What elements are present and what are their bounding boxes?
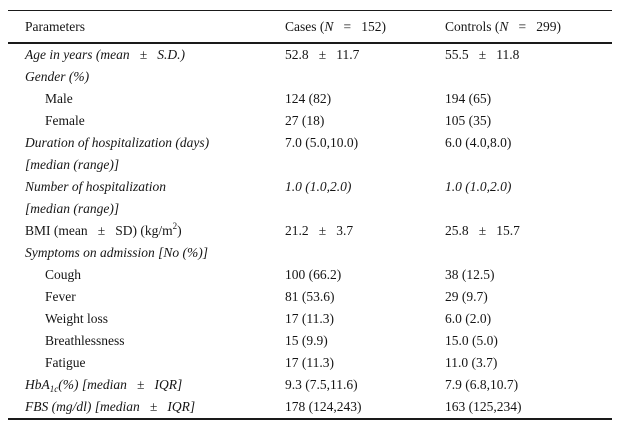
- bmi-label-pre: BMI (mean ± SD) (kg/m: [25, 223, 173, 238]
- cases-value: 81 (53.6): [285, 289, 335, 304]
- table-row-fbs: FBS (mg/dl) [median ± IQR] 178 (124,243)…: [8, 396, 612, 419]
- table-row-weight-loss: Weight loss 17 (11.3) 6.0 (2.0): [8, 308, 612, 330]
- controls-value: 15.0 (5.0): [445, 333, 498, 348]
- row-label: HbA1c(%) [median ± IQR]: [8, 374, 285, 396]
- row-label: Fatigue: [45, 355, 86, 370]
- controls-value: 7.9 (6.8,10.7): [445, 377, 519, 392]
- row-label: BMI (mean ± SD) (kg/m2): [8, 220, 285, 242]
- cases-value: 52.8 ± 11.7: [285, 47, 360, 62]
- table-row-symptoms: Symptoms on admission [No (%)]: [8, 242, 612, 264]
- controls-value: [445, 66, 612, 88]
- controls-value: 25.8 ± 15.7: [445, 223, 520, 238]
- parameters-table: Parameters Cases (N = 152) Controls (N =…: [8, 10, 612, 420]
- col-header-parameters-label: Parameters: [25, 19, 85, 34]
- controls-header-n: N: [499, 19, 509, 34]
- row-label: Gender (%): [25, 69, 90, 84]
- row-label: Symptoms on admission [No (%)]: [25, 245, 209, 260]
- cases-value: 178 (124,243): [285, 399, 362, 414]
- controls-value: 38 (12.5): [445, 267, 495, 282]
- row-label: Number of hospitalization [median (range)…: [8, 176, 285, 220]
- bmi-label-post: ): [177, 223, 182, 238]
- hba1c-label-pre: HbA: [25, 377, 50, 392]
- col-header-controls: Controls (N = 299): [445, 11, 612, 44]
- table-row-fatigue: Fatigue 17 (11.3) 11.0 (3.7): [8, 352, 612, 374]
- controls-value: 163 (125,234): [445, 399, 522, 414]
- controls-value: 6.0 (4.0,8.0): [445, 135, 512, 150]
- row-label-line2: [median (range)]: [25, 201, 120, 216]
- row-label: Duration of hospitalization (days) [media…: [8, 132, 285, 176]
- cases-value: 100 (66.2): [285, 267, 342, 282]
- table-row-female: Female 27 (18) 105 (35): [8, 110, 612, 132]
- table-row-bmi: BMI (mean ± SD) (kg/m2) 21.2 ± 3.7 25.8 …: [8, 220, 612, 242]
- controls-value: 55.5 ± 11.8: [445, 47, 520, 62]
- cases-value: 17 (11.3): [285, 355, 334, 370]
- controls-value: 194 (65): [445, 91, 492, 106]
- hba1c-label-subscript: 1c: [49, 384, 59, 394]
- table-row-gender: Gender (%): [8, 66, 612, 88]
- cases-header-pre: Cases (: [285, 19, 325, 34]
- cases-value: 15 (9.9): [285, 333, 328, 348]
- cases-value: 27 (18): [285, 113, 325, 128]
- row-label: Age in years (mean ± S.D.): [25, 47, 185, 62]
- row-label: Breathlessness: [45, 333, 125, 348]
- table-row-male: Male 124 (82) 194 (65): [8, 88, 612, 110]
- cases-value: 124 (82): [285, 91, 332, 106]
- controls-value: 6.0 (2.0): [445, 311, 492, 326]
- row-label-line1: Duration of hospitalization (days): [25, 135, 210, 150]
- col-header-parameters: Parameters: [8, 11, 285, 44]
- row-label: Weight loss: [45, 311, 109, 326]
- row-label: FBS (mg/dl) [median ± IQR]: [25, 399, 196, 414]
- hba1c-label-post: (%) [median ± IQR]: [58, 377, 183, 392]
- table-row-cough: Cough 100 (66.2) 38 (12.5): [8, 264, 612, 286]
- cases-value: 17 (11.3): [285, 311, 334, 326]
- bmi-label-superscript: 2: [172, 221, 178, 231]
- header-row: Parameters Cases (N = 152) Controls (N =…: [8, 11, 612, 44]
- controls-header-post: = 299): [508, 19, 562, 34]
- cases-header-post: = 152): [333, 19, 386, 34]
- controls-header-pre: Controls (: [445, 19, 500, 34]
- cases-value: 7.0 (5.0,10.0): [285, 135, 359, 150]
- cases-value: 21.2 ± 3.7: [285, 223, 354, 238]
- controls-value: 1.0 (1.0,2.0): [445, 179, 512, 194]
- table-row-hba1c: HbA1c(%) [median ± IQR] 9.3 (7.5,11.6) 7…: [8, 374, 612, 396]
- cases-value: 1.0 (1.0,2.0): [285, 179, 352, 194]
- controls-value: [445, 242, 612, 264]
- table-row-breathlessness: Breathlessness 15 (9.9) 15.0 (5.0): [8, 330, 612, 352]
- cases-header-n: N: [324, 19, 334, 34]
- cases-value: 9.3 (7.5,11.6): [285, 377, 358, 392]
- cases-value: [285, 242, 445, 264]
- table-row-num-hosp: Number of hospitalization [median (range)…: [8, 176, 612, 220]
- col-header-cases: Cases (N = 152): [285, 11, 445, 44]
- row-label-line1: Number of hospitalization: [25, 179, 167, 194]
- controls-value: 105 (35): [445, 113, 492, 128]
- cases-value: [285, 66, 445, 88]
- row-label: Cough: [45, 267, 82, 282]
- row-label-line2: [median (range)]: [25, 157, 120, 172]
- table-row-age: Age in years (mean ± S.D.) 52.8 ± 11.7 5…: [8, 43, 612, 66]
- table-row-duration: Duration of hospitalization (days) [media…: [8, 132, 612, 176]
- table-row-fever: Fever 81 (53.6) 29 (9.7): [8, 286, 612, 308]
- row-label: Fever: [45, 289, 76, 304]
- row-label: Female: [45, 113, 85, 128]
- controls-value: 11.0 (3.7): [445, 355, 498, 370]
- row-label: Male: [45, 91, 73, 106]
- controls-value: 29 (9.7): [445, 289, 488, 304]
